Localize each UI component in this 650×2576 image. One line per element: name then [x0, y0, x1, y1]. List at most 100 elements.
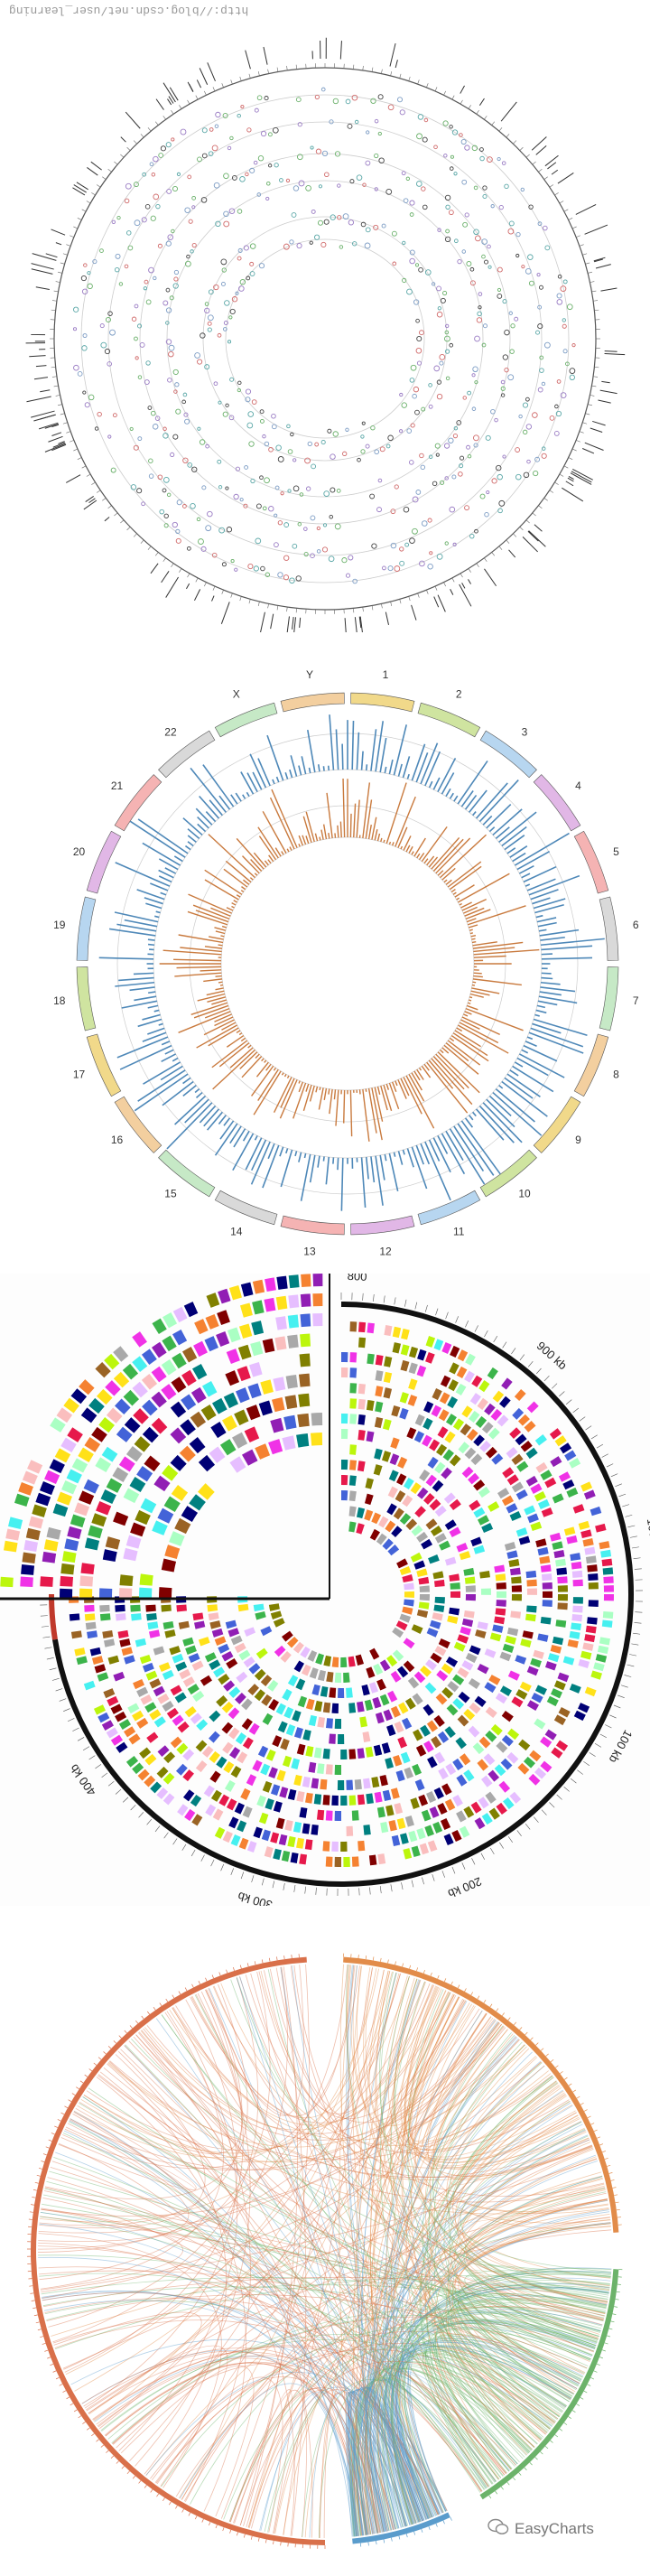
- ring-glyph: [172, 185, 179, 192]
- ring-glyph: [133, 182, 139, 188]
- bar-series-1: [536, 1004, 546, 1009]
- ring-glyph: [217, 332, 222, 338]
- chord-link: [392, 2268, 612, 2525]
- segment-tick: [91, 2433, 95, 2437]
- track-segment: [260, 1763, 271, 1776]
- tick-mark: [476, 563, 479, 568]
- chord-link: [79, 2102, 596, 2349]
- track-segment: [582, 1642, 594, 1651]
- ring-glyph: [342, 451, 348, 456]
- track-segment: [546, 1695, 559, 1707]
- track-segment: [385, 1757, 395, 1769]
- ring-glyph: [237, 387, 241, 393]
- segment-tick: [383, 2539, 385, 2543]
- bar-series-1: [424, 751, 441, 787]
- track-segment: [447, 1680, 460, 1693]
- track-segment: [343, 1672, 350, 1683]
- peak-mark: [286, 616, 290, 632]
- ring-glyph: [291, 212, 297, 218]
- track-segment: [393, 1507, 404, 1520]
- chord-link: [258, 1971, 466, 2120]
- chord-link: [376, 1971, 575, 2394]
- bar-series-2: [190, 1002, 228, 1015]
- chord-link: [112, 2316, 595, 2445]
- bar-series-2: [418, 852, 425, 861]
- track-segment: [326, 1671, 334, 1683]
- chord-link: [41, 2277, 604, 2321]
- track-segment: [391, 1405, 401, 1417]
- bar-series-1: [142, 1013, 161, 1021]
- chord-link: [460, 2122, 612, 2273]
- scale-tick: [72, 1727, 79, 1731]
- bar-series-2: [460, 1019, 480, 1031]
- ring-glyph: [401, 171, 406, 176]
- track-segment: [427, 1840, 438, 1853]
- inset-segment: [244, 1426, 260, 1443]
- track-segment: [518, 1739, 531, 1751]
- bar-series-2: [467, 905, 526, 926]
- ring-glyph: [246, 275, 251, 281]
- chord-link: [73, 2112, 363, 2536]
- chord-link: [88, 2027, 506, 2414]
- tick-mark: [276, 67, 279, 72]
- track-segment: [150, 1781, 162, 1794]
- ring-glyph: [474, 335, 480, 342]
- tick-mark: [591, 385, 597, 387]
- tick-mark: [460, 99, 463, 105]
- peak-mark: [51, 443, 67, 452]
- track-segment: [386, 1655, 398, 1667]
- track-segment: [313, 1747, 322, 1759]
- track-segment: [348, 1521, 357, 1533]
- segment-tick: [110, 2455, 115, 2459]
- chord-link: [83, 2351, 367, 2535]
- inset-segment: [54, 1448, 71, 1463]
- inset-segment: [113, 1346, 129, 1362]
- ring-glyph: [114, 266, 120, 273]
- inset-segment: [232, 1432, 248, 1449]
- inset-segment: [95, 1457, 112, 1472]
- inset-segment: [96, 1500, 112, 1516]
- track-segment: [397, 1736, 408, 1749]
- track-segment: [430, 1525, 442, 1536]
- ring-glyph: [256, 192, 262, 197]
- ring-glyph: [427, 518, 432, 523]
- track-segment: [179, 1668, 191, 1680]
- chord-link: [351, 2271, 612, 2537]
- ring-glyph: [262, 506, 267, 511]
- chord-link: [393, 2313, 600, 2524]
- ring-glyph: [315, 148, 322, 154]
- track-segment: [225, 1619, 237, 1629]
- ring-glyph: [316, 549, 321, 554]
- tick-mark: [554, 192, 559, 196]
- ring-glyph: [560, 392, 567, 398]
- ring-glyph: [183, 412, 189, 417]
- brand-watermark: EasyCharts: [515, 2520, 594, 2537]
- chord-link: [39, 2270, 580, 2385]
- chromosome-label: 19: [53, 919, 66, 931]
- ring-glyph: [381, 223, 386, 229]
- track-segment: [510, 1610, 522, 1619]
- segment-tick: [593, 2370, 598, 2373]
- track-segment: [402, 1606, 413, 1615]
- track-segment: [229, 1747, 241, 1759]
- bar-series-2: [395, 796, 416, 847]
- ring-glyph: [348, 555, 354, 561]
- ring-glyph: [201, 153, 208, 159]
- chord-link: [88, 2039, 520, 2415]
- track-segment: [348, 1795, 357, 1806]
- track-segment: [496, 1591, 506, 1599]
- segment-tick: [568, 2083, 572, 2086]
- bar-series-1: [415, 1144, 424, 1165]
- track-segment: [242, 1737, 254, 1750]
- chromosome-label: 20: [73, 845, 86, 858]
- ring-glyph: [408, 460, 414, 465]
- tick-mark: [147, 546, 152, 550]
- bar-series-2: [221, 1022, 237, 1031]
- peak-mark: [211, 595, 215, 602]
- segment-tick: [604, 2158, 608, 2160]
- bar-series-1: [528, 1031, 584, 1054]
- segment-tick: [530, 2037, 534, 2040]
- chord-link: [391, 2273, 611, 2525]
- track-segment: [554, 1435, 567, 1447]
